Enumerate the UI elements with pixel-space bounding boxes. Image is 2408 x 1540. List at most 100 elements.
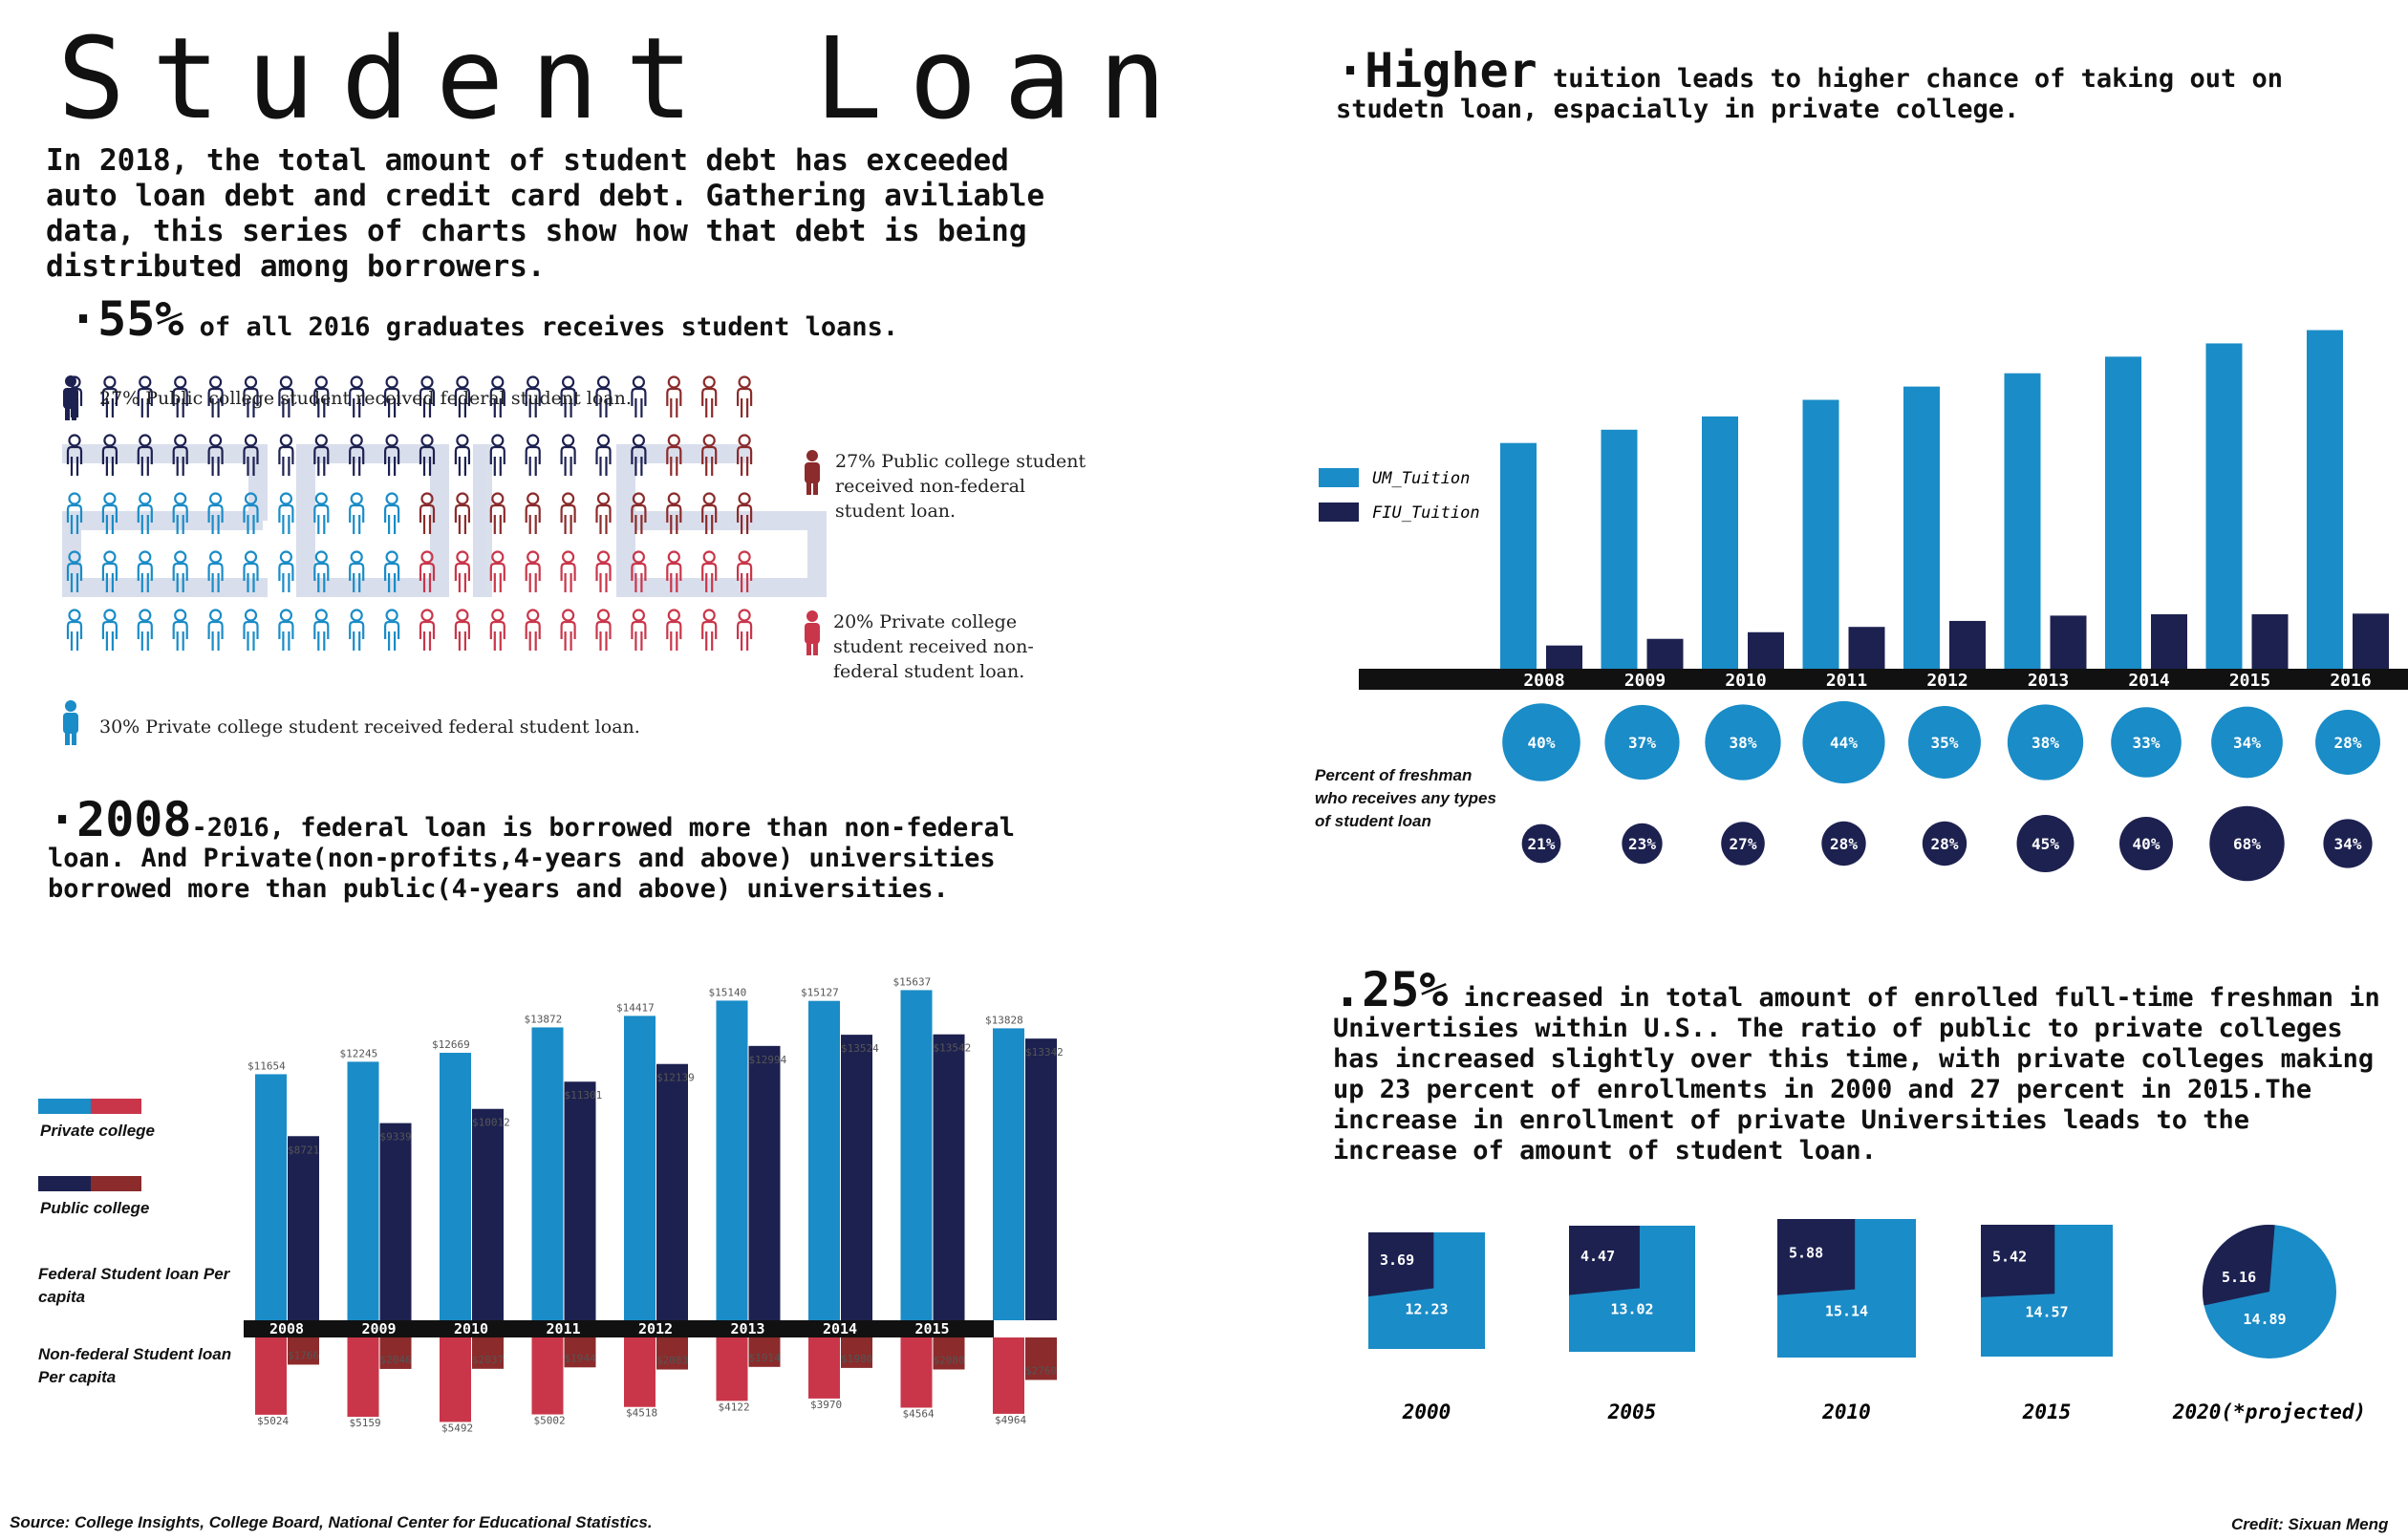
bar-private-federal	[440, 1053, 471, 1320]
person-body	[207, 387, 224, 417]
enrollment-box-private	[1368, 1232, 1434, 1297]
person-head	[456, 434, 469, 447]
year-label: 2000	[1402, 1401, 1451, 1423]
bubble-fiu-label: 28%	[1830, 835, 1858, 853]
person-head	[68, 434, 81, 447]
bubble-fiu-label: 27%	[1730, 835, 1757, 853]
person-icon	[207, 609, 224, 651]
bar-fiu-tuition	[1848, 627, 1885, 669]
person-body	[349, 387, 365, 417]
person-icon	[384, 434, 400, 476]
person-body	[137, 620, 153, 651]
person-head	[667, 492, 680, 505]
person-icon	[101, 609, 118, 651]
section2-text: -2016, federal loan is borrowed more tha…	[48, 813, 1016, 904]
legend-private-federal: 30% Private college student received fed…	[99, 717, 640, 738]
person-head	[279, 492, 292, 505]
person-icon	[207, 375, 224, 417]
person-head	[456, 492, 469, 505]
person-body	[66, 445, 83, 476]
bubble-um	[2007, 704, 2084, 781]
person-body	[278, 387, 294, 417]
person-body	[701, 387, 718, 417]
person-head	[244, 550, 258, 564]
year-tick: 2010	[454, 1320, 488, 1337]
pictogram-chart	[62, 375, 827, 651]
person-body	[207, 503, 224, 534]
person-icon	[560, 434, 576, 476]
section4-big-stat: .25%	[1333, 962, 1449, 1017]
person-head	[632, 609, 646, 622]
person-icon	[66, 550, 83, 592]
person-icon	[666, 375, 682, 417]
bar-private-nonfederal	[993, 1337, 1024, 1414]
person-head	[738, 609, 751, 622]
person-body	[207, 445, 224, 476]
person-head	[314, 550, 328, 564]
intro-paragraph: In 2018, the total amount of student deb…	[46, 143, 1045, 284]
person-body	[278, 503, 294, 534]
person-head	[667, 375, 680, 389]
bar-fiu-tuition	[1949, 620, 1986, 669]
person-icon	[101, 434, 118, 476]
bubble-um-label: 44%	[1830, 734, 1858, 752]
person-body	[631, 620, 647, 651]
person-body	[525, 620, 541, 651]
person-icon	[313, 375, 330, 417]
person-body	[595, 387, 612, 417]
person-icon	[525, 434, 541, 476]
bubble-um-label: 35%	[1931, 734, 1959, 752]
person-icon	[384, 375, 400, 417]
person-icon-public-federal	[63, 375, 78, 420]
bubble-fiu	[1922, 821, 1967, 866]
person-body	[349, 503, 365, 534]
person-body	[666, 387, 682, 417]
person-icon	[349, 550, 365, 592]
bubble-fiu	[1521, 823, 1561, 864]
person-icon	[666, 609, 682, 651]
bubble-fiu-label: 68%	[2233, 835, 2261, 853]
person-body	[736, 445, 753, 476]
person-icon	[419, 609, 436, 651]
person-icon	[736, 492, 753, 534]
label-private-federal: $13872	[525, 1013, 563, 1025]
person-head	[702, 609, 716, 622]
label-private-federal: $15637	[893, 975, 932, 988]
bar-fiu-tuition	[2050, 615, 2087, 669]
person-body	[419, 445, 436, 476]
credit-note: Credit: Sixuan Meng	[2231, 1515, 2389, 1533]
person-head	[139, 434, 152, 447]
label-private-federal: $14417	[616, 1001, 655, 1014]
year-tick: 2013	[2028, 671, 2069, 691]
bubble-fiu-label: 28%	[1931, 835, 1959, 853]
person-icon	[631, 375, 647, 417]
legend-swatch-um	[1319, 468, 1359, 487]
bar-private-nonfederal	[808, 1337, 840, 1399]
bar-um-tuition	[1500, 442, 1537, 669]
person-head	[209, 550, 223, 564]
person-head	[527, 375, 540, 389]
person-icon	[419, 550, 436, 592]
loan-axis	[244, 1320, 994, 1337]
person-head	[350, 375, 363, 389]
watermark-segment	[296, 444, 315, 597]
page-title: Student Loan	[57, 12, 1193, 144]
bar-public-federal	[288, 1136, 319, 1320]
person-head	[738, 492, 751, 505]
person-icon	[525, 550, 541, 592]
person-icon	[454, 609, 470, 651]
person-head	[561, 492, 575, 505]
person-body	[172, 620, 188, 651]
bar-um-tuition	[2105, 356, 2141, 669]
year-tick: 2013	[730, 1320, 764, 1337]
watermark-segment	[616, 511, 827, 530]
bubble-fiu	[2209, 805, 2285, 882]
person-body	[525, 562, 541, 592]
year-tick: 2008	[269, 1320, 304, 1337]
person-body	[207, 562, 224, 592]
legend-private-college: Private college	[40, 1122, 156, 1140]
year-tick: 2015	[914, 1320, 949, 1337]
person-body	[666, 562, 682, 592]
person-body	[595, 503, 612, 534]
bar-public-nonfederal	[1025, 1337, 1057, 1380]
